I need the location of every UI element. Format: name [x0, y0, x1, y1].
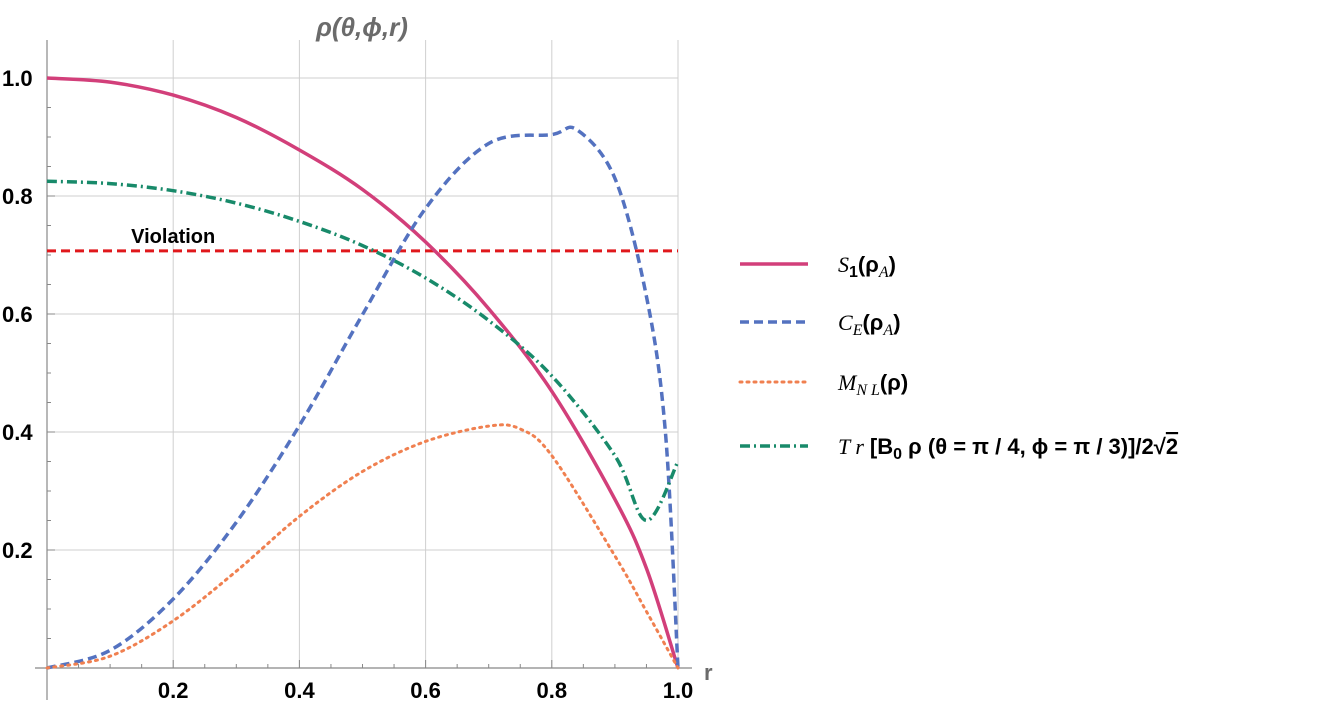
- violation-line-group: Violation: [47, 226, 678, 253]
- x-axis-title: r: [704, 660, 713, 685]
- x-tick-label-0.4: 0.4: [284, 678, 315, 703]
- series-group: [45, 76, 680, 670]
- axes: [35, 40, 692, 700]
- y-tick-label-0.4: 0.4: [2, 420, 33, 445]
- tick-labels: 0.2 0.4 0.6 0.8 1.0 0.2 0.4 0.6 0.8 1.0: [2, 66, 693, 703]
- series-s1-line: [46, 76, 680, 669]
- series-ce-line: [46, 125, 680, 670]
- x-tick-label-0.2: 0.2: [158, 678, 189, 703]
- y-tick-label-0.6: 0.6: [2, 302, 33, 327]
- legend-label-ce: CE(ρA): [838, 310, 901, 339]
- x-tick-label-0.6: 0.6: [410, 678, 441, 703]
- legend-label-tr: T r [B0 ρ (θ = π / 4, ϕ = π / 3)]/2√2: [838, 434, 1178, 463]
- x-tick-label-0.8: 0.8: [537, 678, 568, 703]
- legend-label-s1: S1(ρA): [838, 252, 896, 281]
- legend: S1(ρA) CE(ρA) MN L(ρ) T r [B0 ρ (θ = π / …: [738, 252, 1178, 463]
- legend-label-mnl: MN L(ρ): [837, 370, 908, 399]
- y-tick-label-0.2: 0.2: [2, 538, 33, 563]
- y-tick-label-0.8: 0.8: [2, 184, 33, 209]
- grid: [47, 40, 679, 668]
- x-tick-label-1.0: 1.0: [663, 678, 694, 703]
- chart-title: ρ(θ,ϕ,r): [315, 12, 408, 42]
- series-tr-line: [46, 179, 680, 523]
- series-mnl-line: [45, 423, 680, 670]
- violation-label: Violation: [131, 226, 215, 248]
- y-tick-label-1.0: 1.0: [2, 66, 33, 91]
